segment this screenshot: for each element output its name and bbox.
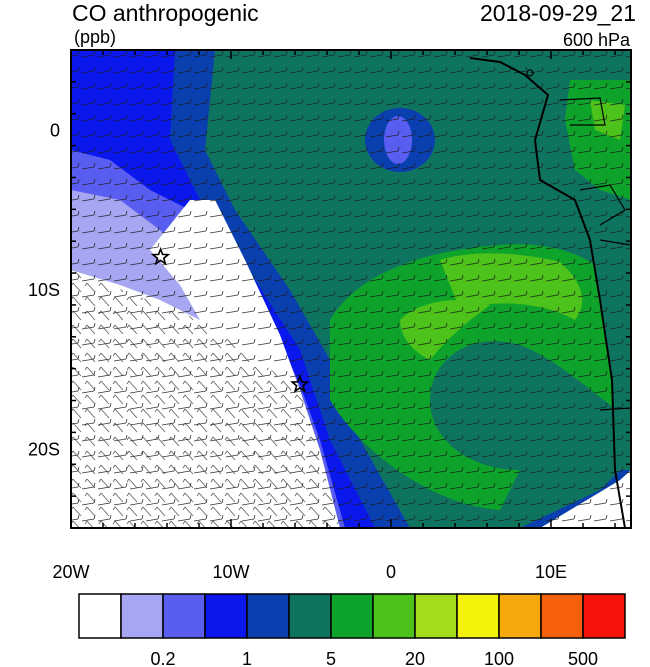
colorbar-swatch xyxy=(498,593,542,639)
site-markers xyxy=(150,246,310,393)
lon-tick-label: 0 xyxy=(386,562,396,582)
colorbar-label: 5 xyxy=(326,649,336,667)
colorbar-swatch xyxy=(78,593,122,639)
lat-tick-label: 20S xyxy=(28,439,60,459)
colorbar-swatch xyxy=(372,593,416,639)
colorbar-swatch xyxy=(582,593,626,639)
plot-timestamp: 2018-09-29_21 xyxy=(479,0,636,26)
colorbar-swatch xyxy=(288,593,332,639)
axis-tick-labels: 20W 10W 0 10E 0 10S 20S xyxy=(28,121,567,582)
colorbar-swatch xyxy=(204,593,248,639)
colorbar-label: 500 xyxy=(568,649,598,667)
colorbar-swatch xyxy=(414,593,458,639)
lon-tick-label: 20W xyxy=(52,562,89,582)
colorbar-label: 20 xyxy=(405,649,425,667)
plot-title: CO anthropogenic xyxy=(72,0,259,26)
colorbar-label: 100 xyxy=(484,649,514,667)
map-frame xyxy=(70,49,632,529)
colorbar-swatch xyxy=(456,593,500,639)
colorbar-label: 0.2 xyxy=(150,649,175,667)
colorbar: 0.2 1 5 20 100 500 xyxy=(78,593,626,667)
lon-tick-label: 10W xyxy=(212,562,249,582)
colorbar-swatch xyxy=(540,593,584,639)
colorbar-label: 1 xyxy=(242,649,252,667)
axis-ticks xyxy=(70,49,631,529)
colorbar-swatch xyxy=(120,593,164,639)
star-marker-ascension xyxy=(150,246,171,266)
units-label: (ppb) xyxy=(74,27,117,47)
colorbar-swatch xyxy=(246,593,290,639)
pressure-level-label: 600 hPa xyxy=(562,30,630,50)
lat-tick-label: 10S xyxy=(28,280,60,300)
co-concentration-field xyxy=(71,50,631,528)
colorbar-swatch xyxy=(330,593,374,639)
lat-tick-label: 0 xyxy=(50,121,60,141)
colorbar-swatch xyxy=(162,593,206,639)
lon-tick-label: 10E xyxy=(535,562,567,582)
star-marker-st-helena xyxy=(290,374,310,393)
